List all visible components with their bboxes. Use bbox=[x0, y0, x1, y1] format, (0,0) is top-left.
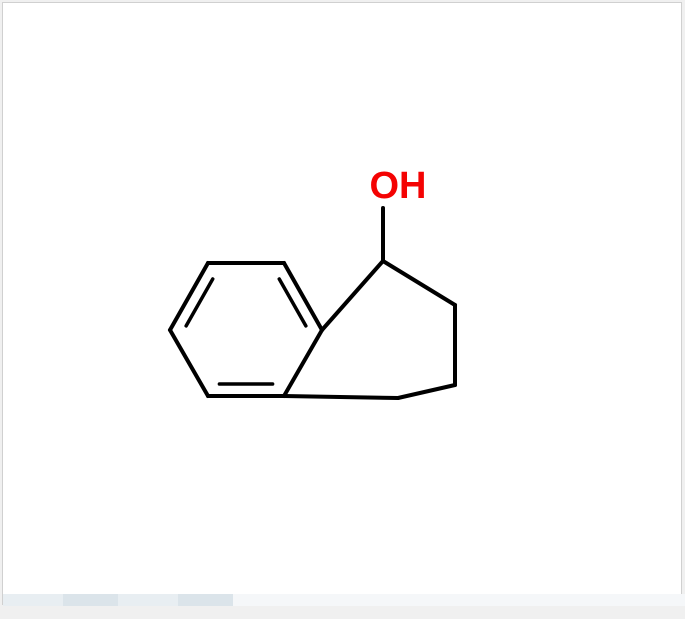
footer-segment bbox=[178, 594, 233, 606]
hydroxyl-label: OH bbox=[370, 165, 427, 207]
footer-segment bbox=[3, 594, 63, 606]
structure-canvas: OH bbox=[2, 2, 682, 605]
footer-segment bbox=[63, 594, 118, 606]
footer-segment bbox=[233, 594, 685, 606]
footer-strip bbox=[3, 592, 681, 606]
footer-segment bbox=[118, 594, 178, 606]
molecule-svg: OH bbox=[3, 3, 683, 606]
